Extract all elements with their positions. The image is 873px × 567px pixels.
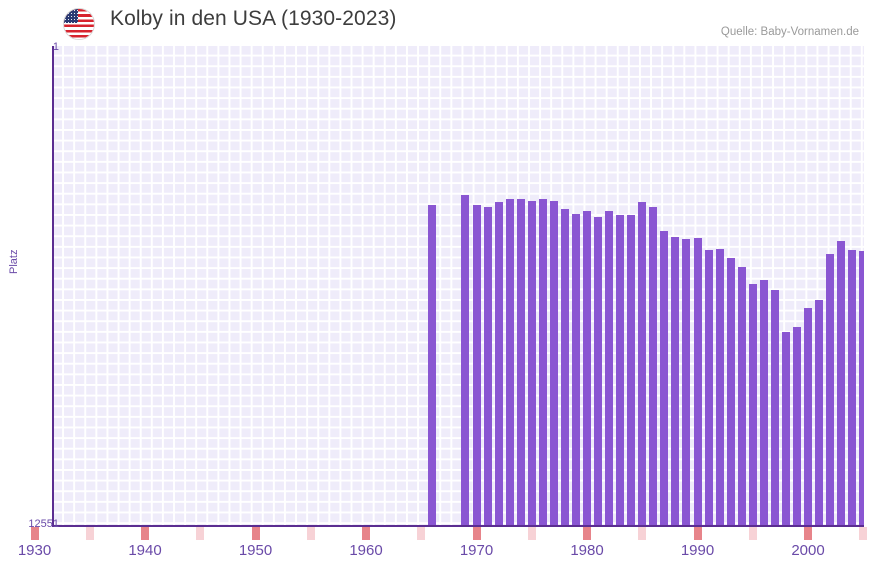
x-axis-label-1930: 1930 [17,542,52,559]
plot-area [53,46,864,525]
bar-1972 [494,202,503,525]
bar-1997 [770,289,779,525]
bar-1999 [792,327,801,525]
bar-2001 [815,299,824,525]
x-tick-2005 [859,527,868,540]
bar-1976 [538,199,547,525]
x-tick-2000 [804,527,812,540]
x-tick-1970 [472,527,481,540]
bar-1985 [638,202,647,525]
bar-1986 [649,206,658,525]
x-tick-1995 [748,527,757,540]
bar-1973 [505,199,514,525]
bar-2000 [804,307,812,525]
y-axis-top-label: 1 [52,41,59,53]
bar-1980 [583,211,591,525]
bar-1974 [516,198,525,525]
x-axis-label-1990: 1990 [680,542,715,559]
bar-1987 [660,231,669,525]
bar-1966 [428,204,437,525]
us-flag-icon [63,8,95,40]
x-axis-ticks [30,527,868,540]
bar-1969 [461,195,470,525]
x-axis-label-1940: 1940 [128,542,162,559]
x-tick-1945 [196,527,205,540]
bar-2002 [826,253,835,525]
x-axis-label-1960: 1960 [349,542,383,559]
x-tick-1955 [306,527,315,540]
bar-1979 [571,213,580,525]
flag-canton [64,9,78,23]
x-tick-1965 [417,527,426,540]
x-tick-1980 [583,527,591,540]
bar-1993 [726,257,735,525]
bar-1984 [627,214,636,525]
x-tick-1960 [362,527,370,540]
bar-1996 [759,280,768,525]
bar-2003 [837,241,846,525]
bar-1970 [472,205,481,525]
y-axis-title: Platz [8,249,20,274]
x-tick-1950 [251,527,260,540]
x-axis-label-1970: 1970 [459,542,494,559]
x-tick-1975 [527,527,536,540]
bar-1977 [549,200,558,525]
source-label: Quelle: Baby-Vornamen.de [720,26,859,38]
bar-2004 [848,250,857,525]
x-axis-labels: 1930194019501960197019801990200020102020 [18,542,864,564]
bar-1978 [560,208,569,525]
x-axis-line [52,525,864,527]
chart-header: Kolby in den USA (1930-2023) Quelle: Bab… [0,0,873,46]
bar-1988 [671,236,680,525]
x-tick-1985 [638,527,647,540]
x-tick-1935 [85,527,94,540]
x-axis-label-1980: 1980 [570,542,604,559]
bar-2005 [859,250,864,525]
y-axis-line [52,46,54,526]
bar-1982 [605,210,614,525]
x-tick-1930 [30,527,39,540]
bar-1983 [616,215,625,525]
page-title: Kolby in den USA (1930-2023) [110,7,397,30]
bar-1994 [737,267,746,525]
bar-1990 [693,238,702,525]
x-tick-1990 [693,527,702,540]
bar-1975 [527,201,536,525]
bar-1981 [594,216,603,525]
x-axis-label-2000: 2000 [791,542,825,559]
x-tick-1940 [141,527,149,540]
bar-1998 [781,331,790,525]
bar-1991 [704,250,713,525]
bar-1989 [682,239,691,525]
bar-1992 [715,248,724,525]
bar-1995 [748,284,757,525]
x-axis-label-1950: 1950 [238,542,273,559]
bar-1971 [483,207,492,525]
